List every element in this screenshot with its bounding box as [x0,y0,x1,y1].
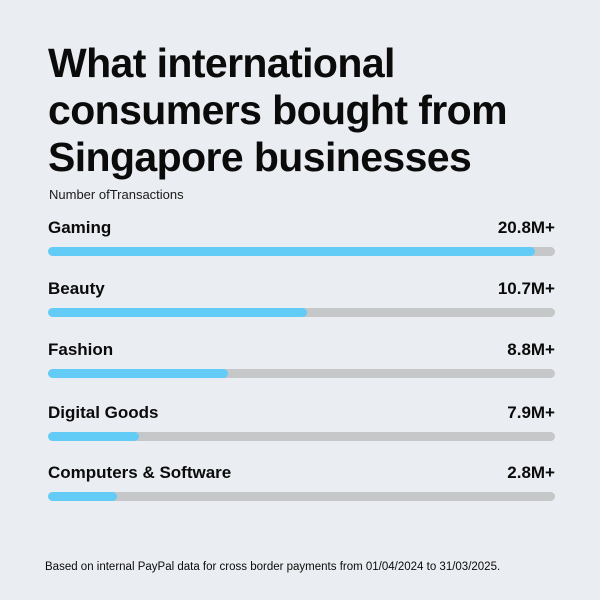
bar-value-label: 20.8M+ [497,218,555,237]
bar-row-computers-software: Computers & Software 2.8M+ [48,463,555,503]
bar-value-label: 7.9M+ [507,403,555,422]
bar-row-fashion: Fashion 8.8M+ [48,340,555,380]
chart-subtitle: Number ofTransactions [49,187,184,202]
bar-label: Computers & Software [48,463,232,482]
chart-title: What international consumers bought from… [48,40,508,180]
bar-row-beauty: Beauty 10.7M+ [48,279,555,319]
bar-track [48,369,555,378]
bar-label: Fashion [48,340,114,359]
bar-track [48,308,555,317]
bar-track [48,432,555,441]
bar-fill [48,308,307,317]
bar-label: Digital Goods [48,403,159,422]
bar-fill [48,432,140,441]
footnote: Based on internal PayPal data for cross … [45,561,501,573]
bar-fill [48,369,228,378]
bar-label: Beauty [48,279,105,298]
bar-value-label: 10.7M+ [497,279,555,298]
bar-label: Gaming [48,218,112,237]
bar-fill [48,247,535,256]
bar-track [48,247,555,256]
bar-track [48,492,555,501]
bar-value-label: 2.8M+ [507,463,555,482]
bar-row-gaming: Gaming 20.8M+ [48,218,555,258]
bar-row-digital-goods: Digital Goods 7.9M+ [48,403,555,443]
bar-value-label: 8.8M+ [507,340,555,359]
bar-fill [48,492,118,501]
